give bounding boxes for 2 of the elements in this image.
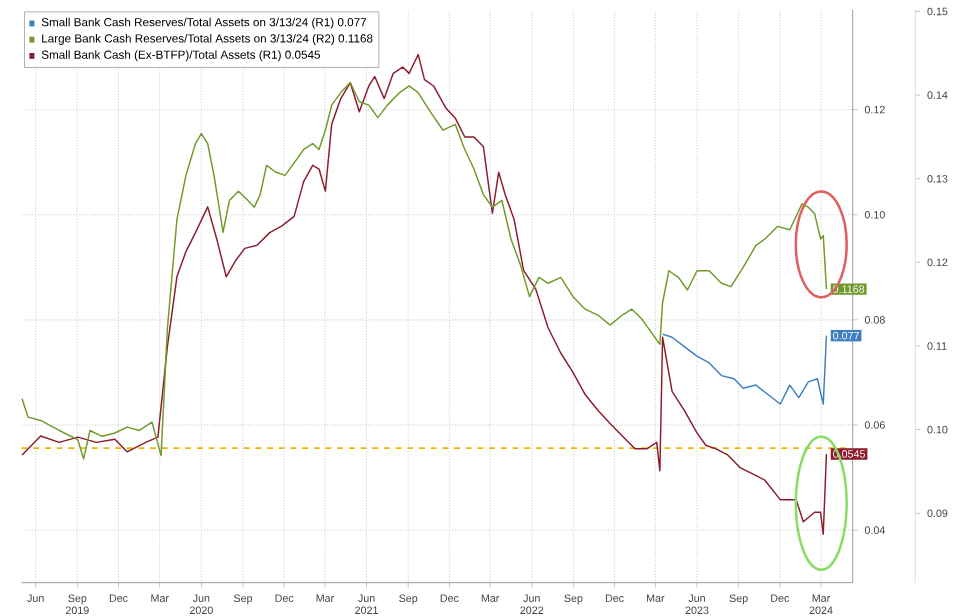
line-series	[21, 81, 828, 460]
line-series	[21, 53, 828, 536]
